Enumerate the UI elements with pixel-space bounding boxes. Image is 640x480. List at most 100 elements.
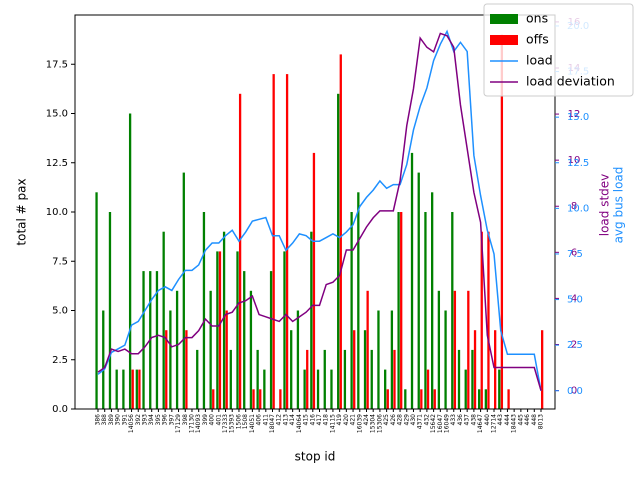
y-tick-label: 2.5 bbox=[52, 355, 68, 366]
x-tick-label: 1506 bbox=[235, 414, 242, 429]
x-tick-label: 440 bbox=[484, 414, 491, 426]
bar bbox=[182, 172, 185, 409]
bar bbox=[494, 330, 497, 409]
bar bbox=[473, 330, 477, 409]
y3-axis-label: load stdev bbox=[598, 174, 612, 237]
bar bbox=[122, 369, 125, 409]
bar bbox=[263, 369, 266, 409]
x-tick-label: 425 bbox=[383, 414, 390, 426]
bar bbox=[162, 231, 165, 409]
x-tick-label: 17333 bbox=[222, 414, 229, 433]
x-tick-label: 17130 bbox=[188, 414, 195, 433]
x-tick-label: 401 bbox=[215, 414, 222, 426]
bar bbox=[252, 389, 255, 409]
bar bbox=[306, 349, 309, 409]
bar bbox=[343, 349, 347, 409]
bar bbox=[229, 349, 232, 409]
x-tick-label: 430 bbox=[410, 414, 417, 426]
x-tick-label: 414 bbox=[289, 414, 296, 426]
y-axis-label: total # pax bbox=[15, 178, 29, 245]
bar bbox=[451, 212, 454, 409]
y-tick-label: 15.0 bbox=[46, 109, 68, 120]
y2-tick-label: 10.0 bbox=[567, 203, 589, 214]
legend-box bbox=[483, 3, 634, 97]
x-tick-label: 14115 bbox=[329, 414, 336, 433]
bar bbox=[225, 310, 228, 409]
bar bbox=[296, 310, 300, 409]
bar bbox=[310, 231, 313, 409]
bar bbox=[433, 389, 436, 409]
x-tick-label: 396 bbox=[162, 414, 169, 426]
bar bbox=[243, 271, 246, 409]
y3-tick-label: 4 bbox=[571, 293, 577, 304]
bar bbox=[303, 369, 306, 409]
x-tick-label: 418 bbox=[323, 414, 330, 426]
y3-tick-label: 6 bbox=[571, 247, 577, 258]
bar bbox=[350, 212, 353, 409]
bar bbox=[165, 330, 168, 409]
x-tick-label: 448 bbox=[531, 414, 538, 426]
bar bbox=[480, 231, 483, 409]
x-tick-label: 420 bbox=[343, 414, 350, 426]
legend-label: load deviation bbox=[526, 74, 615, 89]
bar bbox=[128, 113, 132, 409]
x-tick-label: 16049 bbox=[444, 414, 451, 433]
y-tick-label: 10.0 bbox=[46, 207, 68, 218]
bar bbox=[370, 349, 373, 409]
bar bbox=[420, 389, 423, 409]
bar bbox=[212, 389, 215, 409]
y3-tick-label: 8 bbox=[571, 201, 577, 212]
legend-label: offs bbox=[526, 32, 549, 47]
bar bbox=[487, 231, 490, 409]
bar bbox=[185, 330, 188, 409]
y2-tick-label: 0.0 bbox=[567, 386, 583, 397]
bar bbox=[236, 251, 239, 409]
y3-tick-label: 2 bbox=[571, 339, 577, 350]
bar bbox=[393, 349, 396, 409]
bar bbox=[390, 310, 394, 409]
bar bbox=[95, 192, 98, 409]
x-tick-label: 399 bbox=[202, 414, 209, 426]
x-tick-label: 391 bbox=[121, 414, 128, 426]
x-tick-label: 15306 bbox=[376, 414, 383, 433]
x-tick-label: 14056 bbox=[128, 414, 135, 433]
bar bbox=[426, 369, 430, 409]
bar bbox=[279, 389, 282, 409]
x-tick-label: 432 bbox=[423, 414, 430, 426]
bar bbox=[209, 290, 212, 409]
bar bbox=[363, 330, 367, 409]
x-tick-label: 15304 bbox=[370, 414, 377, 433]
x-tick-label: 386 bbox=[95, 414, 102, 426]
x-tick-label: 437 bbox=[464, 414, 471, 426]
bar bbox=[108, 212, 112, 409]
x-tick-label: 16047 bbox=[437, 414, 444, 433]
bar bbox=[484, 389, 488, 409]
x-tick-label: 417 bbox=[316, 414, 323, 426]
bar bbox=[417, 172, 420, 409]
bar bbox=[169, 310, 172, 409]
x-tick-label: 397 bbox=[168, 414, 175, 426]
x-tick-label: 18443 bbox=[511, 414, 518, 433]
x-tick-label: 16039 bbox=[356, 414, 363, 433]
x-tick-label: 416 bbox=[309, 414, 316, 426]
legend-label: ons bbox=[526, 11, 548, 26]
bar bbox=[453, 290, 457, 409]
legend-label: load bbox=[526, 53, 553, 68]
x-tick-label: 390 bbox=[115, 414, 122, 426]
x-tick-label: 14064 bbox=[296, 414, 303, 433]
x-tick-label: 446 bbox=[524, 414, 531, 426]
x-tick-label: 415 bbox=[303, 414, 310, 426]
x-tick-label: 429 bbox=[403, 414, 410, 426]
bar bbox=[249, 290, 253, 409]
x-tick-label: 421 bbox=[350, 414, 357, 426]
x-tick-label: 8013 bbox=[538, 414, 545, 429]
bar bbox=[316, 369, 320, 409]
bar bbox=[471, 349, 474, 409]
y2-tick-label: 7.5 bbox=[567, 249, 583, 260]
bar bbox=[238, 93, 242, 410]
bar bbox=[269, 271, 273, 409]
bar bbox=[400, 212, 403, 409]
bar bbox=[500, 34, 504, 409]
x-tick-label: 389 bbox=[108, 414, 115, 426]
